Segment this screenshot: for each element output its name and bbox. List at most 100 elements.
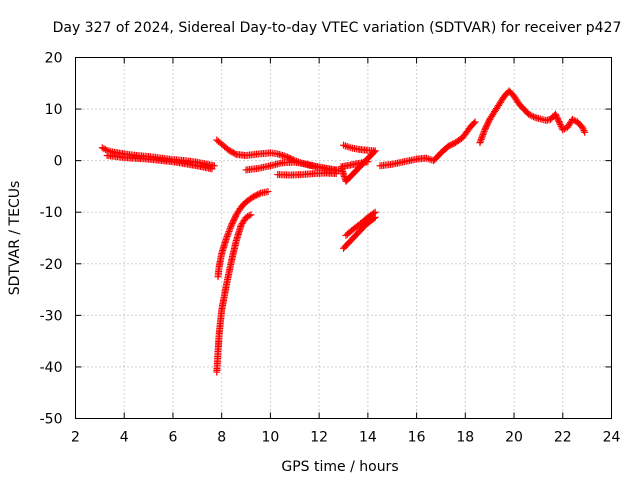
data-point <box>556 119 564 127</box>
axis-ticks <box>75 57 612 419</box>
y-tick-label: -50 <box>40 412 63 428</box>
x-tick-label: 24 <box>603 430 621 446</box>
data-point <box>480 129 488 137</box>
plot-frame <box>75 57 612 419</box>
data-point <box>231 150 239 158</box>
data-point <box>569 115 577 123</box>
data-point <box>570 116 578 124</box>
x-tick-label: 2 <box>71 430 80 446</box>
x-tick-label: 14 <box>359 430 377 446</box>
series-arc-4 <box>274 169 340 179</box>
data-point <box>555 118 563 126</box>
data-point <box>224 231 232 239</box>
x-tick-label: 8 <box>217 430 226 446</box>
series-arc-10 <box>376 118 479 170</box>
data-point <box>478 134 486 142</box>
series-arc-5 <box>214 188 272 281</box>
y-tick-labels: -50 -40 -30 -20 -10 0 10 20 <box>40 51 63 428</box>
data-point <box>479 131 487 139</box>
data-point <box>225 228 233 236</box>
y-tick-label: 10 <box>45 102 63 118</box>
data-point <box>371 208 379 216</box>
data-point <box>245 212 253 220</box>
data-point <box>224 229 232 237</box>
data-point <box>485 117 493 125</box>
data-point <box>227 223 235 231</box>
data-point <box>471 118 479 126</box>
data-point <box>579 125 587 133</box>
data-point <box>230 215 238 223</box>
data-point <box>554 115 562 123</box>
series-arc-7 <box>340 213 379 252</box>
series-arc-6 <box>213 211 255 376</box>
data-point <box>552 112 560 120</box>
x-axis-label: GPS time / hours <box>281 459 398 475</box>
data-point <box>242 213 250 221</box>
data-point <box>551 110 559 118</box>
data-point <box>223 234 231 242</box>
series-arc-11 <box>476 87 589 147</box>
data-point <box>482 124 490 132</box>
series-arc-3 <box>242 158 343 175</box>
x-tick-label: 10 <box>261 430 279 446</box>
x-tick-label: 22 <box>554 430 572 446</box>
x-tick-label: 20 <box>505 430 523 446</box>
data-point <box>477 137 485 145</box>
data-point <box>208 165 216 173</box>
data-point <box>559 126 567 134</box>
data-point <box>478 132 486 140</box>
data-point <box>476 139 484 147</box>
x-tick-label: 6 <box>168 430 177 446</box>
data-point <box>102 145 110 153</box>
x-tick-label: 18 <box>456 430 474 446</box>
data-point <box>226 224 234 232</box>
data-point <box>528 112 536 120</box>
data-points <box>98 87 589 376</box>
y-tick-label: 0 <box>54 154 63 170</box>
data-point <box>560 125 568 133</box>
data-point <box>244 213 252 221</box>
x-tick-label: 16 <box>408 430 426 446</box>
data-point <box>223 232 231 240</box>
data-point <box>343 142 351 150</box>
y-tick-label: -40 <box>40 360 63 376</box>
grid-lines <box>75 57 612 419</box>
x-tick-label: 4 <box>120 430 129 446</box>
data-point <box>227 221 235 229</box>
data-point <box>231 214 239 222</box>
x-tick-label: 12 <box>310 430 328 446</box>
series-arc-8 <box>342 208 379 239</box>
data-point <box>232 212 240 220</box>
data-point <box>484 118 492 126</box>
data-point <box>226 226 234 234</box>
data-point <box>255 190 263 198</box>
series-arc-9 <box>337 141 379 185</box>
data-point <box>477 135 485 143</box>
y-axis-label: SDTVAR / TECUs <box>7 181 23 296</box>
data-point <box>100 145 108 153</box>
data-point <box>229 218 237 226</box>
data-point <box>483 121 491 129</box>
data-point <box>554 116 562 124</box>
data-point <box>230 217 238 225</box>
data-point <box>247 211 255 219</box>
data-point <box>98 144 106 152</box>
data-point <box>553 113 561 121</box>
series-arc-1 <box>98 144 218 173</box>
data-point <box>481 126 489 134</box>
data-point <box>480 127 488 135</box>
y-tick-label: -30 <box>40 308 63 324</box>
y-tick-label: 20 <box>45 51 63 67</box>
data-point <box>580 127 588 135</box>
data-point <box>526 111 534 119</box>
data-point <box>332 170 340 178</box>
data-point <box>525 110 533 118</box>
data-point <box>228 220 236 228</box>
data-point <box>364 158 372 166</box>
data-point <box>578 123 586 131</box>
data-point <box>484 120 492 128</box>
data-point <box>370 209 378 217</box>
chart-title: Day 327 of 2024, Sidereal Day-to-day VTE… <box>53 20 622 36</box>
data-point <box>581 128 589 136</box>
